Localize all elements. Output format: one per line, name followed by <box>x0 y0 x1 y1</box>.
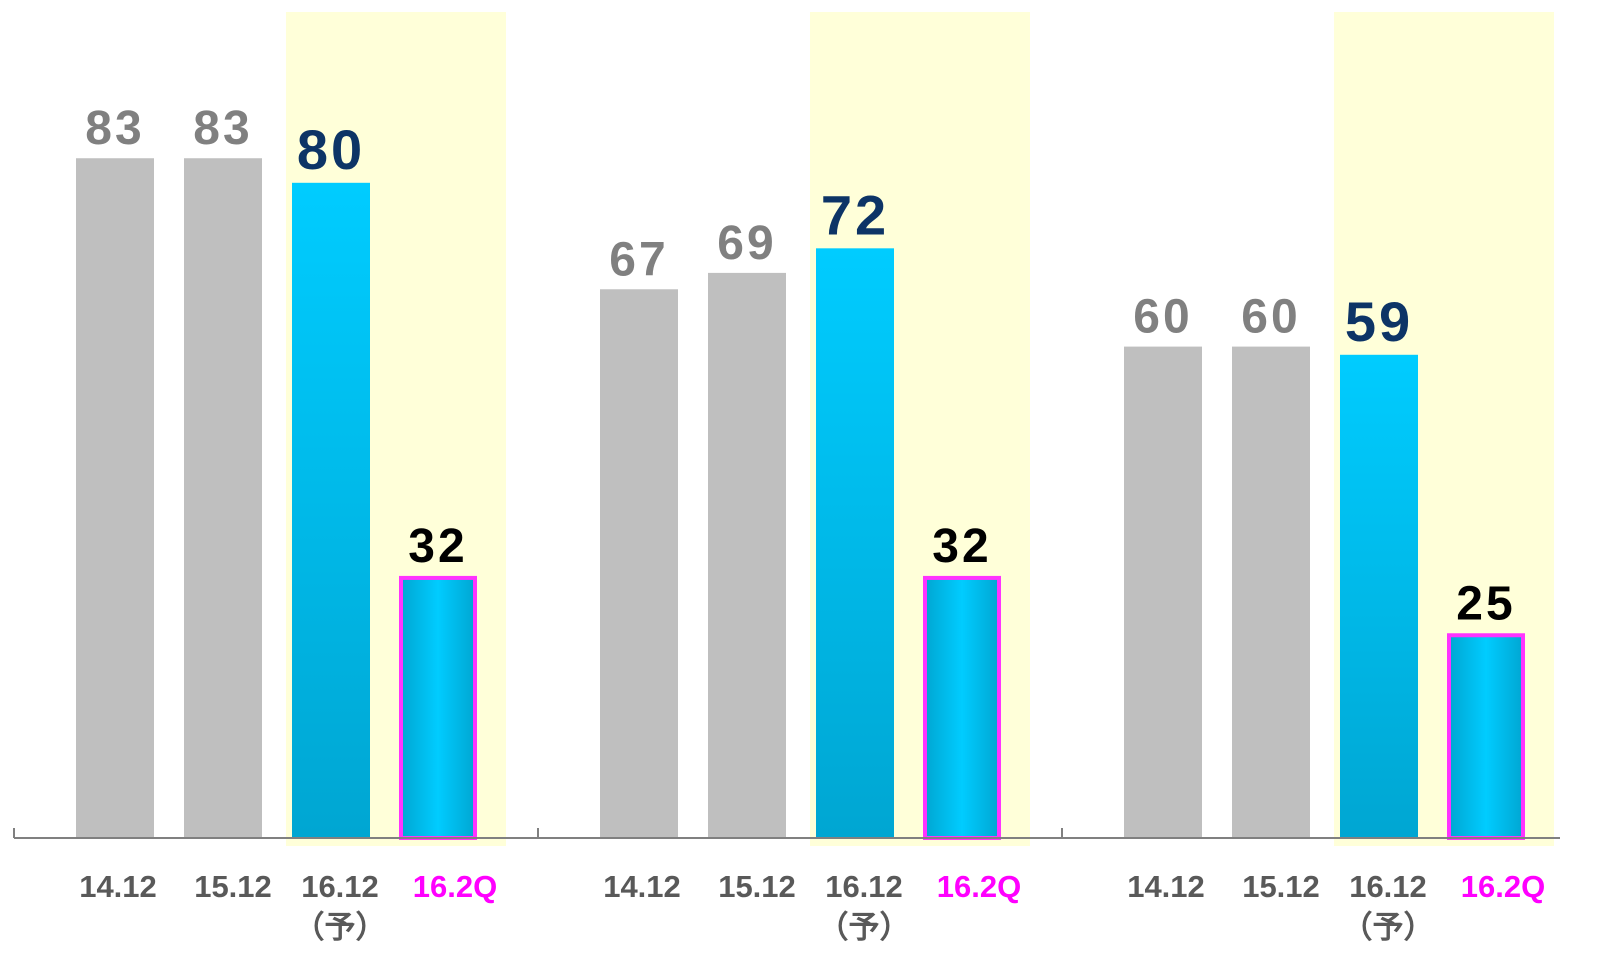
category-label-group1-2: 15.12 <box>194 869 272 904</box>
category-sublabel-group2-3: （予） <box>818 910 911 945</box>
category-label-group3-3: 16.12 <box>1349 869 1427 904</box>
labels: 83 14.12 83 15.12 80 16.12 （予） 32 16.2Q 67 14.12 69… <box>79 102 1545 945</box>
category-label-group3-4: 16.2Q <box>1461 869 1545 904</box>
bar-group3-15-12 <box>1232 346 1310 838</box>
bar-group2-16-2Q <box>923 575 1001 840</box>
value-label-group2-3: 72 <box>821 183 889 246</box>
bar-group1-16-12 <box>292 182 370 839</box>
category-label-group2-1: 14.12 <box>603 869 681 904</box>
value-label-group2-2: 69 <box>717 217 776 270</box>
value-label-group3-3: 59 <box>1345 290 1413 353</box>
x-axis <box>13 828 1560 839</box>
value-label-group1-4: 32 <box>408 520 467 573</box>
bar-group3-16-12 <box>1340 354 1418 838</box>
value-label-group1-2: 83 <box>193 102 252 155</box>
value-label-group1-3: 80 <box>297 118 365 181</box>
bar-group1-16-2Q <box>399 575 477 840</box>
value-label-group3-4: 25 <box>1456 577 1515 630</box>
bar-group2-16-12 <box>816 248 894 838</box>
bar-group1-14-12 <box>76 158 154 839</box>
value-label-group3-1: 60 <box>1133 291 1192 344</box>
bar-group2-15-12 <box>708 272 786 838</box>
highlight-bands <box>286 12 1554 846</box>
value-label-group1-1: 83 <box>85 102 144 155</box>
category-label-group3-1: 14.12 <box>1127 869 1205 904</box>
category-label-group1-1: 14.12 <box>79 869 157 904</box>
bar-group2-14-12 <box>600 289 678 838</box>
bars <box>76 158 1525 840</box>
category-sublabel-group3-3: （予） <box>1342 910 1435 945</box>
value-label-group2-1: 67 <box>609 233 668 286</box>
value-label-group3-2: 60 <box>1241 291 1300 344</box>
category-label-group2-2: 15.12 <box>718 869 796 904</box>
category-sublabel-group1-3: （予） <box>294 910 387 945</box>
category-label-group2-4: 16.2Q <box>937 869 1021 904</box>
bar-group1-15-12 <box>184 158 262 839</box>
category-label-group1-3: 16.12 <box>301 869 379 904</box>
bar-group3-14-12 <box>1124 346 1202 838</box>
category-label-group1-4: 16.2Q <box>413 869 497 904</box>
category-label-group3-2: 15.12 <box>1242 869 1320 904</box>
bar-group3-16-2Q <box>1447 633 1525 840</box>
category-label-group2-3: 16.12 <box>825 869 903 904</box>
value-label-group2-4: 32 <box>932 520 991 573</box>
